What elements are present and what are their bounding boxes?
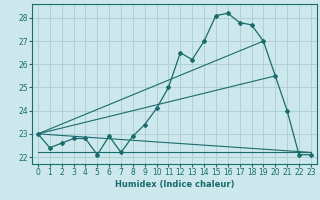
X-axis label: Humidex (Indice chaleur): Humidex (Indice chaleur) <box>115 180 234 189</box>
